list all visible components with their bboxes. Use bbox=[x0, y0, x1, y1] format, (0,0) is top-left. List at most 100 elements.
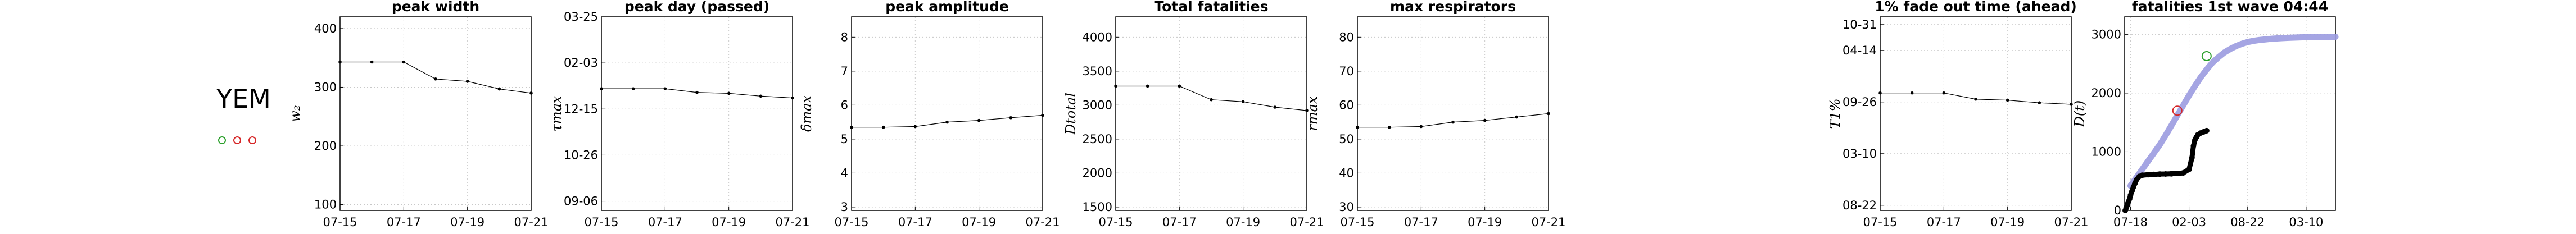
y-axis-label: D(t) bbox=[2072, 100, 2088, 128]
panel-6: 1% fade out time (ahead) 08-22 03-10 09-26 0… bbox=[1827, 0, 2089, 229]
x-tick-label: 07-17 bbox=[387, 215, 421, 229]
data-point bbox=[1451, 120, 1455, 124]
panel-2: peak day (passed) 09-06 10-26 12-15 02-03 03-… bbox=[549, 0, 810, 229]
axes-frame bbox=[339, 16, 532, 211]
y-tick-label: 3 bbox=[841, 200, 848, 214]
chart-title: Total fatalities bbox=[1154, 0, 1268, 15]
legend-marker-red-1 bbox=[233, 136, 241, 144]
data-point bbox=[1146, 84, 1149, 88]
y-tick-label: 08-22 bbox=[1842, 199, 1877, 212]
observed-point bbox=[2145, 172, 2151, 178]
data-point bbox=[791, 96, 794, 100]
data-point bbox=[434, 77, 437, 81]
y-tick-label: 4000 bbox=[1083, 30, 1112, 44]
x-tick-label: 07-21 bbox=[1289, 215, 1324, 229]
chart-title: 1% fade out time (ahead) bbox=[1875, 0, 2077, 15]
y-tick-label: 2500 bbox=[1083, 132, 1112, 146]
event-marker bbox=[2201, 51, 2212, 62]
legend-marker-green bbox=[218, 136, 226, 144]
data-point bbox=[370, 60, 374, 64]
data-point bbox=[1878, 91, 1882, 95]
y-tick-label: 8 bbox=[841, 30, 848, 44]
x-tick-label: 07-17 bbox=[1404, 215, 1438, 229]
x-tick-label: 07-15 bbox=[1340, 215, 1374, 229]
observed-point bbox=[2139, 172, 2145, 178]
x-tick-label: 07-21 bbox=[514, 215, 548, 229]
data-point bbox=[1114, 84, 1117, 88]
observed-point bbox=[2180, 170, 2186, 176]
chart-title: max respirators bbox=[1390, 0, 1516, 15]
data-point bbox=[727, 91, 731, 95]
x-tick-label: 07-15 bbox=[584, 215, 618, 229]
y-tick-label: 200 bbox=[314, 139, 337, 153]
y-tick-label: 1000 bbox=[2091, 145, 2121, 158]
x-tick-label: 07-17 bbox=[898, 215, 932, 229]
chart-title: peak width bbox=[392, 0, 479, 15]
x-tick-label: 07-21 bbox=[775, 215, 809, 229]
y-tick-label: 400 bbox=[314, 22, 337, 35]
y-tick-label: 03-25 bbox=[564, 10, 598, 24]
x-tick-label: 07-15 bbox=[1098, 215, 1133, 229]
country-label: YEM bbox=[216, 84, 271, 114]
data-point bbox=[1910, 91, 1914, 95]
observed-point bbox=[2174, 171, 2180, 177]
data-point bbox=[1483, 118, 1487, 122]
data-point bbox=[1419, 125, 1423, 129]
chart-title: fatalities 1st wave 04:44 bbox=[2132, 0, 2328, 15]
data-point bbox=[1387, 125, 1391, 129]
y-axis-label: Dtotal bbox=[1063, 93, 1079, 135]
y-tick-label: 6 bbox=[841, 98, 848, 112]
observed-point bbox=[2190, 143, 2197, 149]
x-tick-label: 07-15 bbox=[1863, 215, 1897, 229]
x-tick-label: 07-15 bbox=[834, 215, 868, 229]
data-point bbox=[2070, 103, 2073, 106]
data-point bbox=[2038, 101, 2041, 104]
legend-marker-red-2 bbox=[248, 136, 256, 144]
panel-4: Total fatalities 1500 2000 2500 3000 3500 4000… bbox=[1063, 0, 1324, 229]
y-tick-label: 40 bbox=[1339, 166, 1354, 180]
data-point bbox=[600, 87, 603, 90]
y-tick-label: 300 bbox=[314, 80, 337, 94]
y-tick-label: 09-06 bbox=[564, 195, 598, 208]
panel-5: max respirators 30 40 50 60 70 80 07-15 07-17 07-… bbox=[1305, 0, 1566, 229]
y-tick-label: 10-31 bbox=[1842, 18, 1877, 31]
x-tick-label: 03-10 bbox=[2289, 215, 2323, 229]
country-legend-markers bbox=[218, 136, 256, 144]
x-tick-label: 07-19 bbox=[1226, 215, 1260, 229]
y-tick-label: 3500 bbox=[1083, 65, 1112, 78]
observed-point bbox=[2189, 154, 2195, 160]
y-tick-label: 5 bbox=[841, 132, 848, 146]
data-point bbox=[1942, 91, 1946, 95]
y-axis-label: rmax bbox=[1305, 96, 1320, 131]
y-tick-label: 4 bbox=[841, 166, 848, 180]
y-tick-label: 7 bbox=[841, 65, 848, 78]
y-tick-label: 2000 bbox=[2091, 86, 2121, 100]
x-tick-label: 07-21 bbox=[1025, 215, 1060, 229]
data-point bbox=[1041, 113, 1044, 117]
x-tick-label: 07-18 bbox=[2113, 215, 2148, 229]
data-point bbox=[465, 80, 469, 83]
y-tick-label: 12-15 bbox=[564, 102, 598, 116]
data-point bbox=[1009, 116, 1013, 120]
data-point bbox=[1305, 109, 1309, 112]
data-point bbox=[913, 125, 917, 129]
data-point bbox=[1515, 115, 1519, 119]
data-point bbox=[497, 87, 501, 91]
axes-frame bbox=[601, 16, 793, 211]
y-tick-label: 03-10 bbox=[1842, 147, 1877, 160]
chart-title: peak amplitude bbox=[885, 0, 1009, 15]
x-tick-label: 07-19 bbox=[712, 215, 746, 229]
observed-point bbox=[2157, 171, 2163, 177]
axes-frame bbox=[1115, 16, 1307, 211]
y-axis-label: τmax bbox=[549, 95, 564, 131]
data-point bbox=[1273, 105, 1277, 109]
x-tick-label: 07-17 bbox=[1162, 215, 1197, 229]
y-tick-label: 30 bbox=[1339, 200, 1354, 214]
y-axis-label: w₂ bbox=[287, 105, 303, 122]
y-tick-label: 3000 bbox=[1083, 98, 1112, 112]
axes-frame bbox=[2124, 16, 2336, 211]
data-point bbox=[1547, 112, 1550, 116]
y-tick-label: 70 bbox=[1339, 65, 1354, 78]
y-tick-label: 10-26 bbox=[564, 148, 598, 162]
observed-point bbox=[2186, 166, 2192, 172]
